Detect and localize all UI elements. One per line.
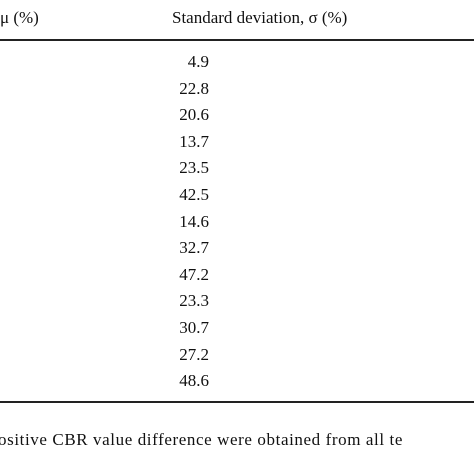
column-header: μ (%)	[0, 8, 39, 27]
bottom-rule	[0, 401, 474, 403]
table-cell: 47.2	[179, 264, 209, 284]
table-cell: 30.7	[179, 318, 209, 337]
table-cell: 48.6	[179, 371, 209, 391]
table-cell: 14.6	[179, 211, 209, 231]
footnote: ositive CBR value difference were obtain…	[0, 430, 404, 449]
table-cell: 23.3	[179, 291, 209, 311]
table-cell: 23.5	[179, 158, 209, 178]
table-cell: 32.7	[179, 238, 209, 258]
table-cell: 42.5	[179, 185, 209, 204]
header-rule	[0, 39, 474, 41]
table-cell: 22.8	[179, 78, 209, 98]
table-cell: 27.2	[179, 344, 209, 364]
column-header: Standard deviation, σ (%)	[172, 8, 348, 27]
table-cell: 4.9	[187, 52, 209, 71]
table-cell: 13.7	[179, 131, 209, 151]
table-cell: 20.6	[179, 105, 209, 125]
